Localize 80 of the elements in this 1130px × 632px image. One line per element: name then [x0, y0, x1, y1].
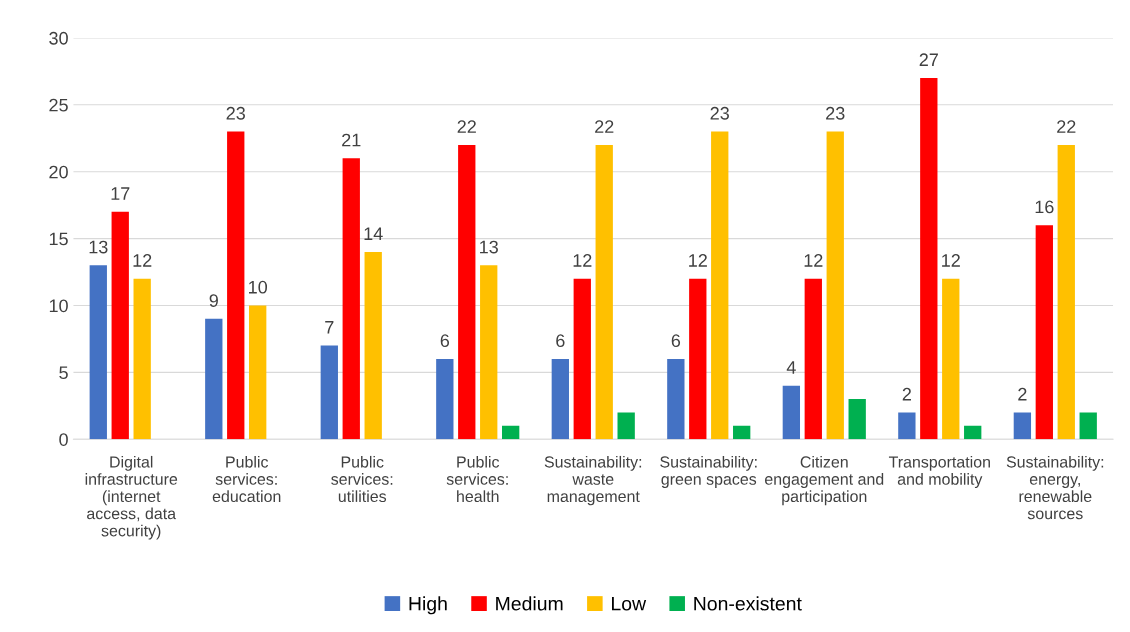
- bar: [1013, 412, 1032, 440]
- bar: [898, 412, 916, 440]
- bar: [111, 211, 129, 440]
- data-label: 4: [786, 361, 796, 374]
- bar: [848, 399, 866, 440]
- bar: [227, 131, 245, 440]
- data-label: 12: [133, 254, 152, 267]
- legend-label: Non-existent: [694, 596, 802, 611]
- data-label: 2: [1018, 387, 1027, 401]
- x-tick-label: Sustainability: waste management: [544, 455, 642, 506]
- data-label: 13: [89, 240, 108, 254]
- data-label: 22: [457, 120, 476, 133]
- bar: [89, 265, 107, 440]
- y-tick-label: 0: [59, 433, 68, 446]
- y-tick-label: 5: [59, 366, 68, 380]
- data-label: 23: [826, 106, 845, 120]
- bar: [804, 278, 822, 440]
- data-label: 16: [1035, 200, 1054, 214]
- bar: [249, 305, 267, 440]
- data-label: 9: [209, 294, 218, 307]
- data-label: 14: [364, 227, 383, 240]
- y-tick-label: 30: [49, 31, 68, 45]
- bar: [502, 425, 520, 440]
- bar: [573, 278, 591, 440]
- data-label: 22: [595, 120, 614, 133]
- bar: [733, 425, 751, 440]
- data-label: 22: [1057, 120, 1076, 133]
- data-label: 13: [480, 240, 498, 254]
- bar: [342, 158, 360, 440]
- x-tick-label: Digital infrastructure (internet access, data security): [85, 455, 178, 540]
- data-label: 23: [226, 106, 245, 120]
- y-tick-label: 15: [49, 232, 68, 246]
- data-label: 12: [942, 254, 960, 267]
- legend-label: Low: [612, 596, 647, 611]
- y-tick-label: 20: [49, 165, 68, 179]
- data-label: 6: [671, 334, 681, 348]
- bar: [711, 131, 729, 440]
- bar: [364, 251, 382, 440]
- data-label: 17: [111, 187, 130, 200]
- x-tick-label: Public services: education: [212, 455, 281, 503]
- x-tick-label: Public services: utilities: [331, 455, 393, 503]
- bar: [320, 345, 338, 440]
- data-label: 2: [902, 387, 911, 401]
- x-tick-label: Transportation and mobility: [888, 455, 990, 488]
- bar: [782, 385, 801, 440]
- data-label: 7: [325, 321, 334, 334]
- data-label: 23: [710, 106, 729, 120]
- bar: [595, 144, 613, 440]
- bar: [1035, 225, 1053, 440]
- bar: [480, 265, 498, 440]
- data-label: 27: [919, 53, 938, 66]
- data-label: 12: [689, 254, 707, 267]
- bar: [667, 358, 685, 440]
- data-label: 12: [573, 254, 592, 267]
- data-label: 6: [440, 334, 450, 348]
- bar: [1057, 144, 1075, 440]
- bar: [942, 278, 960, 440]
- bar: [133, 278, 151, 440]
- bar: [1079, 412, 1097, 440]
- bar: [964, 425, 982, 440]
- bar: [551, 358, 569, 440]
- y-tick-label: 25: [49, 98, 68, 112]
- data-label: 12: [804, 254, 823, 267]
- data-label: 6: [556, 334, 565, 348]
- x-tick-label: Sustainability: green spaces: [660, 455, 757, 488]
- legend-label: High: [409, 596, 447, 615]
- x-tick-label: Public services: health: [446, 455, 508, 503]
- bar: [920, 78, 938, 440]
- bar: [826, 131, 844, 440]
- x-tick-label: Sustainability: energy, renewable sources: [1006, 455, 1104, 520]
- y-tick-label: 10: [49, 299, 68, 313]
- legend-label: Medium: [496, 596, 563, 611]
- x-tick-label: Citizen engagement and participation: [765, 455, 884, 506]
- bar: [205, 318, 223, 440]
- bar: [617, 412, 635, 440]
- bar: [689, 278, 707, 440]
- data-label: 21: [342, 133, 361, 147]
- bar: [458, 144, 476, 440]
- bar: [436, 358, 454, 440]
- data-label: 10: [249, 280, 268, 294]
